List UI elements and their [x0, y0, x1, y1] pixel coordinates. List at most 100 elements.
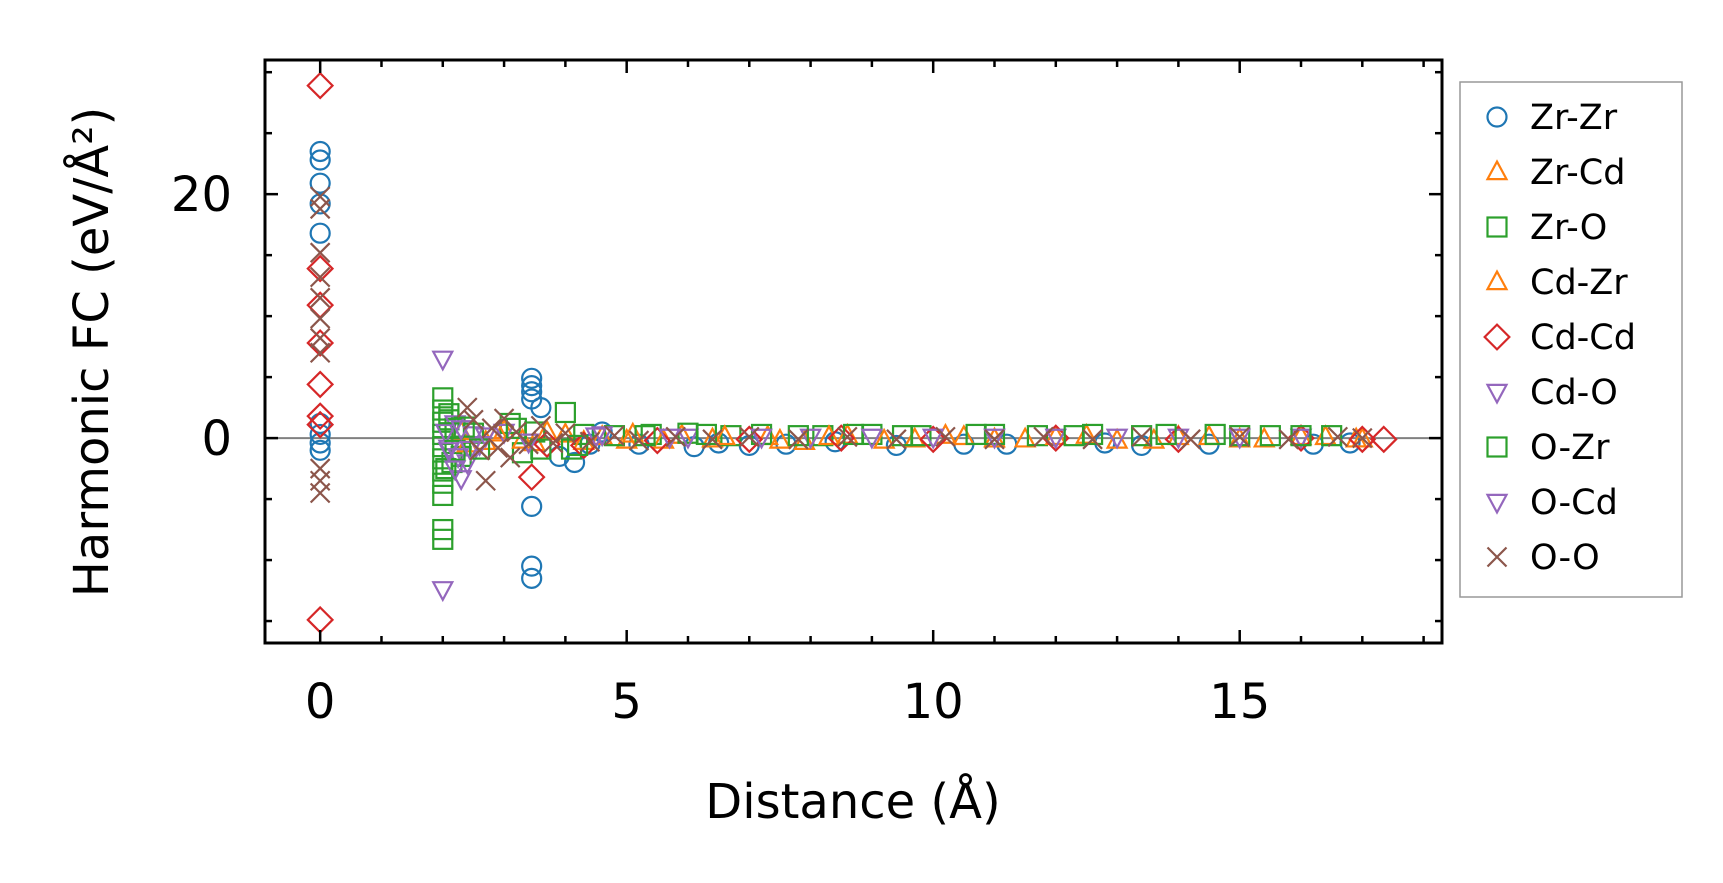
data-point: [521, 381, 543, 403]
series-zr-zr: [309, 140, 1361, 589]
data-point: [432, 484, 454, 507]
data-point: [492, 418, 516, 440]
data-point: [309, 432, 331, 454]
data-point: [521, 367, 543, 389]
data-point: [555, 422, 576, 444]
data-point: [1204, 423, 1226, 446]
data-point: [563, 451, 586, 474]
data-point: [457, 397, 478, 418]
data-point: [309, 342, 331, 363]
data-point: [521, 495, 543, 517]
series-cd-o: [431, 350, 1313, 603]
data-point: [739, 426, 760, 448]
data-point: [1352, 427, 1373, 449]
data-point: [1252, 426, 1276, 448]
axis-ticks: [265, 60, 1442, 643]
data-point: [309, 198, 331, 220]
data-point: [306, 605, 335, 634]
data-point: [1259, 425, 1281, 447]
data-point: [554, 421, 577, 443]
legend-marker: [1486, 216, 1508, 238]
legend-item: Cd-Zr: [1485, 263, 1628, 303]
legend-marker: [1483, 323, 1511, 351]
data-point: [713, 424, 737, 446]
legend-marker: [1486, 436, 1508, 458]
data-point: [309, 327, 331, 349]
legend-item: Cd-Cd: [1483, 318, 1636, 358]
data-point: [1044, 424, 1068, 446]
data-point: [788, 429, 809, 450]
data-point: [521, 567, 543, 589]
legend-marker: [1486, 546, 1508, 568]
data-point: [517, 433, 540, 455]
data-point: [306, 402, 335, 431]
data-point: [521, 555, 543, 577]
data-point: [1082, 429, 1103, 450]
data-point: [573, 423, 595, 446]
data-point: [817, 424, 841, 446]
data-point: [1348, 425, 1377, 454]
data-point: [492, 423, 516, 445]
data-point: [530, 415, 552, 437]
data-point: [735, 425, 764, 454]
data-point: [431, 581, 455, 603]
data-point: [903, 426, 927, 448]
data-point: [1369, 425, 1398, 454]
data-point: [1327, 426, 1349, 448]
legend-label: Zr-Zr: [1530, 98, 1618, 138]
series-zr-o: [432, 387, 1343, 550]
data-point: [768, 427, 792, 449]
data-point: [604, 425, 625, 446]
data-point: [468, 438, 491, 460]
data-point: [487, 437, 509, 459]
legend-item: O-Cd: [1485, 483, 1618, 523]
data-point: [309, 266, 331, 288]
legend-frame: [1459, 81, 1683, 598]
data-point: [1167, 428, 1190, 450]
data-point: [921, 428, 945, 450]
data-point: [1321, 425, 1343, 447]
data-point: [309, 222, 331, 244]
data-point: [306, 410, 335, 439]
data-point: [1142, 427, 1166, 449]
data-point: [517, 463, 546, 492]
data-point: [569, 431, 598, 460]
data-point: [590, 426, 614, 448]
data-point: [306, 370, 335, 399]
data-point: [1289, 424, 1313, 446]
data-point: [621, 421, 645, 443]
data-point: [1289, 428, 1313, 450]
tick-labels: 0 5 10 15 0 20: [171, 167, 1270, 730]
y-axis-label: Harmonic FC (eV/Å²): [63, 107, 120, 597]
data-point: [309, 193, 331, 215]
legend-label: Cd-O: [1530, 373, 1618, 413]
data-point: [431, 350, 455, 372]
data-point: [542, 432, 564, 454]
legend-marker: [1485, 493, 1509, 515]
data-point: [309, 308, 331, 329]
y-tick-label: 0: [201, 411, 232, 467]
data-point: [438, 403, 460, 425]
data-point: [505, 417, 527, 439]
data-point: [469, 440, 490, 461]
legend-label: Cd-Cd: [1530, 318, 1636, 358]
x-tick-label: 0: [305, 674, 336, 730]
x-axis-label: Distance (Å): [705, 773, 1000, 830]
data-point: [615, 427, 639, 449]
data-point: [474, 427, 498, 449]
data-point: [603, 425, 626, 447]
data-point: [1075, 422, 1098, 444]
data-point: [443, 415, 467, 437]
x-tick-label: 10: [903, 674, 964, 730]
data-point: [1063, 425, 1085, 447]
data-point: [837, 426, 858, 448]
data-point: [750, 428, 773, 450]
data-point: [481, 418, 503, 439]
data-point: [1229, 426, 1250, 448]
data-point: [1013, 426, 1037, 448]
legend-item: Zr-Cd: [1485, 153, 1625, 193]
data-point: [702, 429, 723, 450]
legend-item: Zr-O: [1486, 208, 1607, 248]
data-point: [309, 439, 331, 461]
